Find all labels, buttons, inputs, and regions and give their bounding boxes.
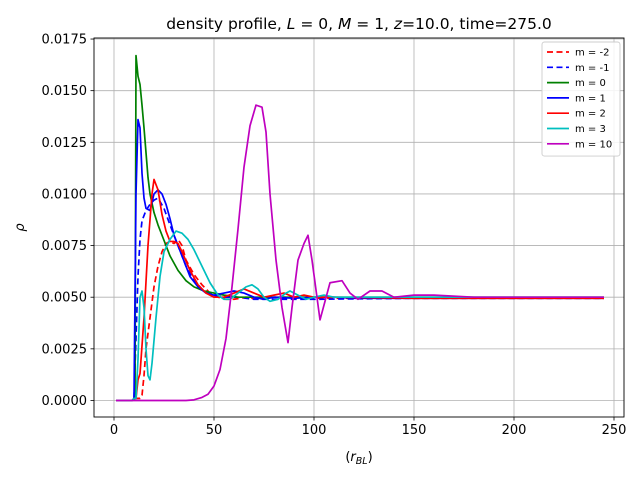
- series-line-6: [116, 104, 604, 402]
- legend: m = -2 m = -1 m = 0 m = 1 m = 2 m = 3 m = 10: [541, 41, 621, 157]
- data-series: [116, 54, 604, 402]
- y-tick-label: 0.0050: [42, 291, 88, 306]
- series-line-2: [116, 54, 604, 402]
- series-line-5: [116, 230, 604, 402]
- legend-label-1: m = -1: [575, 63, 609, 74]
- legend-label-3: m = 1: [575, 93, 606, 104]
- title-text-part: density profile,: [166, 15, 287, 33]
- x-label-subscript: BL: [356, 456, 368, 467]
- grid-lines: [94, 38, 624, 417]
- title-text-part: =10.0, time=275.0: [402, 15, 552, 33]
- x-label-paren-close: ): [368, 450, 373, 465]
- title-math-symbol: z: [393, 15, 403, 33]
- legend-label-2: m = 0: [575, 78, 606, 89]
- series-line-4: [116, 178, 604, 402]
- title-math-symbol: L: [287, 15, 296, 33]
- y-tick-label: 0.0075: [42, 239, 88, 254]
- x-label-symbol: r: [350, 450, 357, 465]
- y-tick-label: 0.0150: [42, 84, 88, 99]
- axis-ticks: 0 50 100 150 200 250 0.0000 0.0025 0.0050 0.0075 0…: [42, 33, 627, 438]
- axes-frame: [93, 37, 625, 418]
- title-text-part: = 0,: [295, 15, 338, 33]
- legend-box: [541, 41, 621, 157]
- x-tick-label: 250: [602, 423, 627, 438]
- x-label-paren-open: (: [345, 450, 350, 465]
- y-axis-label: ρ: [13, 223, 28, 232]
- y-tick-label: 0.0175: [42, 33, 88, 48]
- legend-label-5: m = 3: [575, 124, 606, 135]
- x-tick-label: 200: [502, 423, 527, 438]
- x-axis-label: (rBL): [345, 450, 372, 467]
- y-tick-label: 0.0125: [42, 136, 88, 151]
- legend-label-6: m = 10: [575, 139, 612, 150]
- x-tick-label: 100: [302, 423, 327, 438]
- legend-label-4: m = 2: [575, 109, 606, 120]
- chart-title: density profile, L = 0, M = 1, z=10.0, t…: [166, 15, 552, 33]
- x-tick-label: 150: [402, 423, 427, 438]
- x-tick-label: 0: [110, 423, 118, 438]
- y-tick-label: 0.0000: [42, 394, 88, 409]
- x-tick-label: 50: [206, 423, 223, 438]
- title-text-part: = 1,: [351, 15, 394, 33]
- legend-label-0: m = -2: [575, 48, 609, 59]
- title-math-symbol: M: [338, 15, 351, 33]
- y-tick-label: 0.0100: [42, 187, 88, 202]
- y-tick-label: 0.0025: [42, 342, 88, 357]
